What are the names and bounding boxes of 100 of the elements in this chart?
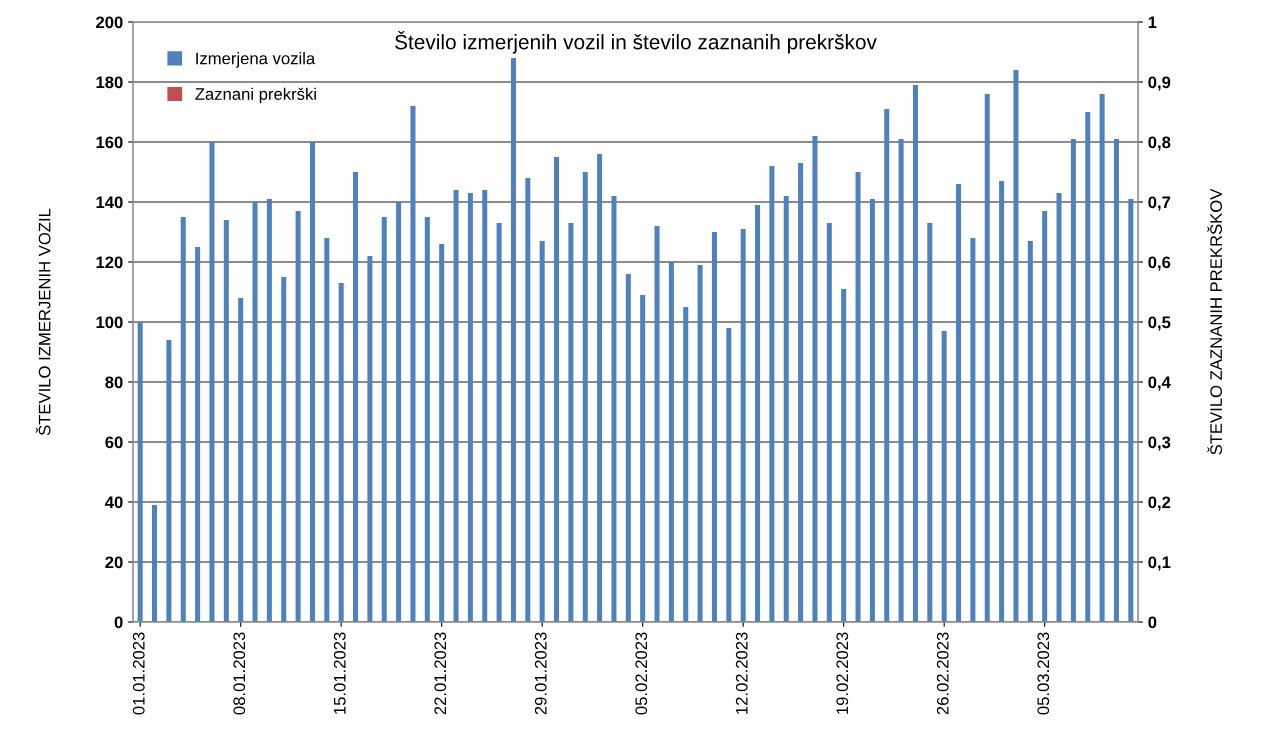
y2-axis-title: ŠTEVILO ZAZNANIH PREKRŠKOV — [1207, 188, 1223, 455]
x-tick-label: 05.02.2023 — [635, 632, 648, 715]
bar — [353, 172, 359, 622]
bar — [195, 247, 201, 622]
x-tick-label: 12.02.2023 — [735, 632, 748, 714]
x-tick-label: 08.01.2023 — [233, 632, 246, 715]
bar — [970, 238, 976, 622]
bar — [453, 190, 459, 622]
bar — [396, 202, 402, 622]
x-tick-label: 29.01.2023 — [534, 632, 547, 715]
y2-tick-label: 0,4 — [1148, 376, 1171, 391]
y2-tick-label: 0,2 — [1148, 496, 1171, 511]
bar — [137, 322, 143, 622]
bar — [912, 85, 918, 622]
bar — [826, 223, 832, 622]
bar — [482, 190, 488, 622]
bar — [309, 142, 315, 622]
y-tick-label: 140 — [96, 196, 123, 209]
legend-label: Izmerjena vozila — [196, 52, 316, 68]
y-tick-label: 80 — [105, 376, 123, 389]
y-tick-label: 180 — [96, 76, 123, 89]
bar — [338, 283, 344, 622]
bar — [611, 196, 617, 622]
bar — [927, 223, 933, 622]
bar — [180, 217, 186, 622]
bar — [1113, 139, 1119, 622]
y-tick-label: 60 — [105, 436, 123, 449]
bar — [1128, 199, 1134, 622]
y-tick-label: 40 — [104, 496, 123, 509]
bar — [783, 196, 789, 622]
bar — [152, 505, 158, 622]
bar — [496, 223, 502, 622]
bar — [869, 199, 875, 622]
y2-tick-label: 0,5 — [1148, 316, 1171, 331]
bar — [568, 223, 574, 622]
y2-tick-label: 0,6 — [1148, 256, 1171, 271]
y-axis-title: ŠTEVILO IZMERJENIH VOZIL — [35, 208, 51, 436]
bar — [1042, 211, 1048, 622]
bar — [439, 244, 445, 622]
y2-tick-label: 0,7 — [1148, 196, 1171, 211]
bar — [999, 181, 1005, 622]
bar — [1070, 139, 1076, 622]
y2-tick-label: 0,9 — [1148, 76, 1171, 91]
bar — [740, 229, 746, 622]
y-tick-label: 200 — [96, 16, 123, 29]
bar — [1099, 94, 1105, 622]
bar — [711, 232, 717, 622]
bar — [525, 178, 531, 622]
bar — [424, 217, 430, 622]
x-tick-label: 05.03.2023 — [1037, 632, 1050, 715]
bar — [324, 238, 330, 622]
bar — [223, 220, 229, 622]
bar — [1027, 241, 1033, 622]
y-tick-label: 100 — [96, 316, 123, 329]
bar — [252, 202, 258, 622]
bar — [654, 226, 660, 622]
bar — [410, 106, 416, 622]
y-tick-label: 120 — [96, 256, 123, 269]
bar — [510, 58, 516, 622]
bar — [539, 241, 545, 622]
y-tick-label: 0 — [114, 616, 123, 629]
x-tick-label: 22.01.2023 — [434, 632, 447, 715]
y2-tick-label: 1 — [1148, 16, 1157, 29]
bar — [1085, 112, 1091, 622]
bar — [597, 154, 603, 622]
legend-label: Zaznani prekrški — [195, 87, 316, 104]
bar — [697, 265, 703, 622]
bar — [812, 136, 818, 622]
bar — [726, 328, 732, 622]
bar — [295, 211, 301, 622]
y2-tick-label: 0 — [1148, 616, 1157, 629]
bar — [381, 217, 387, 622]
bar — [582, 172, 588, 622]
bar — [941, 331, 947, 622]
bar — [1056, 193, 1062, 622]
x-tick-label: 26.02.2023 — [936, 632, 949, 715]
bar — [209, 142, 215, 622]
bar — [1013, 70, 1019, 622]
bar — [367, 256, 373, 622]
bar — [640, 295, 646, 622]
y2-tick-label: 0,3 — [1148, 436, 1171, 451]
bar — [625, 274, 631, 622]
bar — [467, 193, 473, 622]
y-tick-label: 160 — [96, 136, 123, 149]
bar — [281, 277, 287, 622]
bar — [984, 94, 990, 622]
chart-title: Število izmerjenih vozil in število zaznanih prekrškov — [395, 31, 877, 54]
bar — [166, 340, 172, 622]
bar — [755, 205, 761, 622]
bar — [266, 199, 272, 622]
bar — [769, 166, 775, 622]
bar — [956, 184, 962, 622]
bar — [898, 139, 904, 622]
y2-tick-label: 0,8 — [1148, 136, 1171, 151]
x-tick-label: 19.02.2023 — [836, 632, 849, 714]
bar — [683, 307, 689, 622]
bar — [554, 157, 560, 622]
bar — [798, 163, 804, 622]
bar — [884, 109, 890, 622]
bar — [238, 298, 244, 622]
